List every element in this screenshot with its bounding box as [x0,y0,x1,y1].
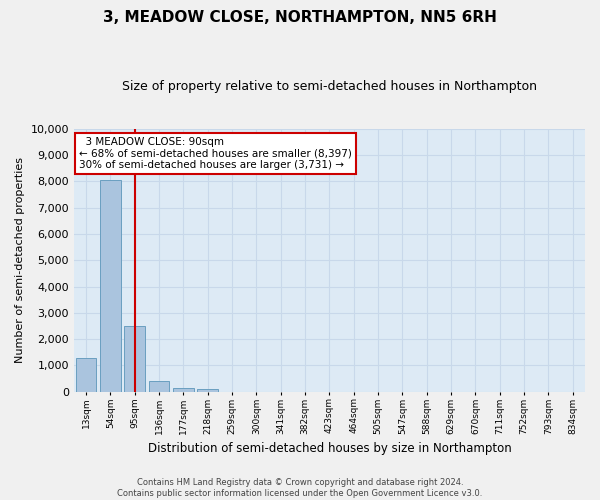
Text: Contains HM Land Registry data © Crown copyright and database right 2024.
Contai: Contains HM Land Registry data © Crown c… [118,478,482,498]
Bar [173,388,194,392]
X-axis label: Distribution of semi-detached houses by size in Northampton: Distribution of semi-detached houses by … [148,442,511,455]
Bar [76,358,97,392]
Text: 3 MEADOW CLOSE: 90sqm  
← 68% of semi-detached houses are smaller (8,397)
30% of: 3 MEADOW CLOSE: 90sqm ← 68% of semi-deta… [79,137,352,170]
Bar [124,326,145,392]
Bar [149,381,169,392]
Title: Size of property relative to semi-detached houses in Northampton: Size of property relative to semi-detach… [122,80,537,93]
Bar [100,180,121,392]
Text: 3, MEADOW CLOSE, NORTHAMPTON, NN5 6RH: 3, MEADOW CLOSE, NORTHAMPTON, NN5 6RH [103,10,497,25]
Y-axis label: Number of semi-detached properties: Number of semi-detached properties [15,158,25,364]
Bar [197,389,218,392]
